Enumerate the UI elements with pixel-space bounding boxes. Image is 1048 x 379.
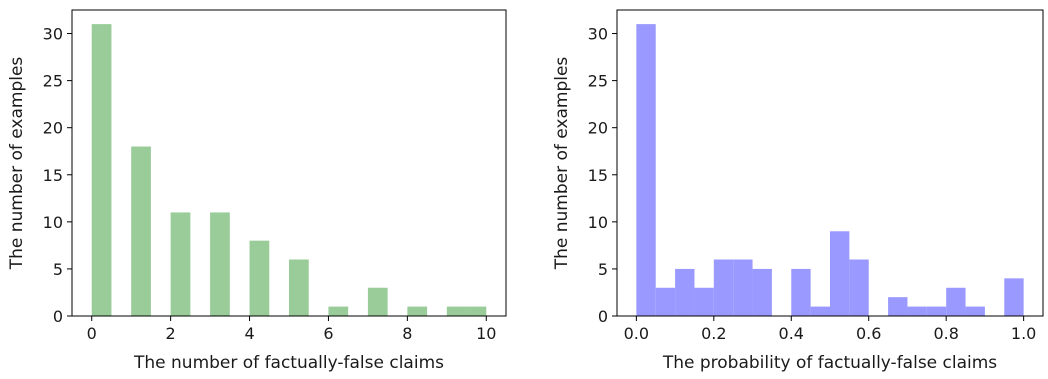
right-y-tick-label: 20 (588, 119, 608, 138)
right-bar-5 (733, 259, 753, 316)
left-x-tick-label: 2 (166, 324, 176, 343)
right-y-tick-label: 0 (598, 307, 608, 326)
right-bar-16 (946, 287, 966, 316)
left-axes-frame (71, 9, 507, 317)
right-y-tick-label: 30 (588, 25, 608, 44)
right-x-tick-label: 0.4 (779, 324, 804, 343)
right-bar-10 (830, 231, 850, 316)
left-x-tick-label: 6 (323, 324, 333, 343)
right-x-tick-label: 0.2 (701, 324, 726, 343)
left-x-tick-label: 4 (244, 324, 254, 343)
left-histogram-panel: 0 2 4 6 8 10 0 5 10 15 20 25 30 The number of factual… (7, 9, 507, 373)
left-bar-3 (210, 212, 230, 316)
right-bar-13 (888, 297, 908, 316)
left-bar-0 (91, 24, 112, 316)
right-bar-17 (965, 306, 985, 316)
left-y-tick-label: 30 (43, 25, 63, 44)
left-y-tick-label: 10 (43, 213, 63, 232)
left-y-tick-label: 20 (43, 119, 63, 138)
left-y-tick-label: 5 (53, 260, 63, 279)
left-bar-10 (466, 306, 487, 316)
right-bar-15 (926, 306, 947, 316)
left-x-tick-label: 8 (402, 324, 412, 343)
left-x-axis-label: The number of factually-false claims (133, 353, 444, 373)
left-x-tick-label: 10 (476, 324, 496, 343)
left-bar-1 (131, 146, 151, 316)
right-bar-1 (655, 287, 676, 316)
right-bar-6 (752, 268, 772, 316)
right-bar-8 (791, 268, 811, 316)
left-bar-2 (170, 212, 191, 316)
right-x-tick-label: 1.0 (1011, 324, 1036, 343)
right-y-axis-label: The number of examples (552, 57, 572, 271)
right-y-tick-label: 25 (588, 72, 608, 91)
right-y-tick-label: 5 (598, 260, 608, 279)
right-bar-0 (636, 24, 656, 316)
right-y-tick-label: 15 (588, 166, 608, 185)
left-bar-7 (367, 287, 388, 316)
left-bar-8 (407, 306, 428, 316)
left-bar-6 (328, 306, 349, 316)
right-bar-9 (810, 306, 830, 316)
right-bar-2 (675, 268, 695, 316)
right-x-tick-label: 0.8 (933, 324, 958, 343)
right-bar-11 (849, 259, 869, 316)
left-y-tick-label: 25 (43, 72, 63, 91)
right-bar-19 (1004, 278, 1024, 316)
left-y-tick-label: 0 (53, 307, 63, 326)
left-bar-5 (289, 259, 309, 316)
right-bar-3 (694, 287, 714, 316)
left-bar-4 (249, 240, 270, 316)
right-bar-14 (907, 306, 927, 316)
left-x-tick-label: 0 (87, 324, 97, 343)
right-x-tick-label: 0.6 (856, 324, 881, 343)
right-y-tick-label: 10 (588, 213, 608, 232)
left-y-axis-label: The number of examples (7, 57, 27, 271)
right-axes-frame (616, 9, 1044, 317)
right-bar-4 (713, 259, 734, 316)
left-bar-9 (446, 306, 467, 316)
right-x-tick-label: 0.0 (624, 324, 649, 343)
left-y-tick-label: 15 (43, 166, 63, 185)
right-histogram-panel: 0.0 0.2 0.4 0.6 0.8 1.0 0 5 10 15 20 25 30 The probab… (552, 9, 1044, 373)
right-x-axis-label: The probability of factually-false claim… (662, 353, 997, 373)
